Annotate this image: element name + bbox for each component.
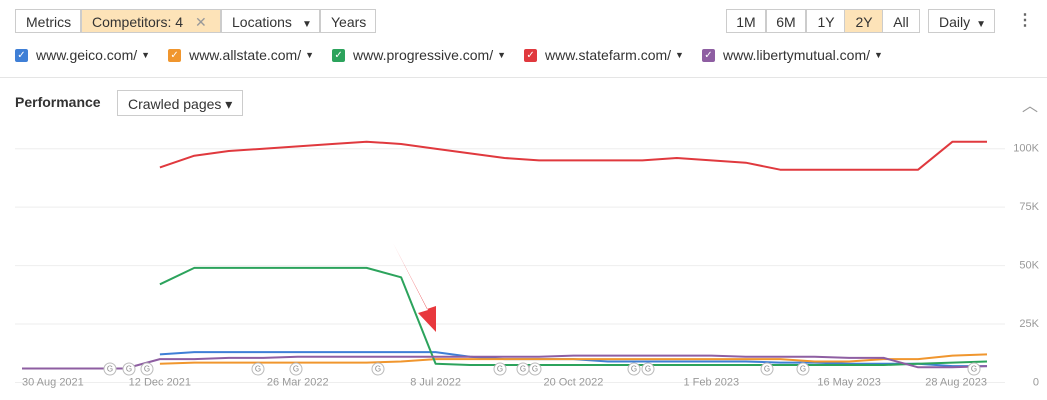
event-marker <box>251 362 265 376</box>
chart: 0 25K 50K 75K 100K 30 Aug 2021 12 Dec 2021 26 M… <box>15 140 1040 388</box>
legend-checkbox[interactable]: ✓ <box>168 48 182 62</box>
legend-label: www.geico.com/ <box>36 47 138 63</box>
event-marker <box>122 362 136 376</box>
toolbar-button[interactable]: Locations ▼ <box>221 9 320 33</box>
x-tick-label: 28 Aug 2023 <box>925 376 987 388</box>
y-tick-label: 50K <box>1019 260 1039 272</box>
event-marker <box>289 362 303 376</box>
range-button[interactable]: 6M <box>766 9 806 33</box>
legend-checkbox[interactable]: ✓ <box>332 48 346 62</box>
close-icon[interactable]: ✕ <box>195 14 207 30</box>
event-marker <box>103 362 117 376</box>
button-label: Locations <box>232 14 292 30</box>
x-tick-label: 12 Dec 2021 <box>129 376 191 388</box>
interval-label: Daily <box>939 14 971 30</box>
caret: ▼ <box>141 50 151 60</box>
y-tick-label: 100K <box>1013 143 1039 155</box>
legend-label: www.progressive.com/ <box>353 47 494 63</box>
event-marker-label: G <box>144 365 150 374</box>
event-marker <box>140 362 154 376</box>
event-marker-label: G <box>375 365 381 374</box>
caret: ▼ <box>301 19 312 30</box>
x-tick-label: 8 Jul 2022 <box>410 376 461 388</box>
toolbar-button[interactable]: Competitors: 4 ✕ <box>81 9 221 33</box>
range-button[interactable]: 2Y <box>844 9 884 33</box>
event-marker-label: G <box>520 365 526 374</box>
caret: ▼ <box>874 50 883 60</box>
legend-item[interactable]: ✓ www.statefarm.com/▼ <box>524 47 684 63</box>
toolbar-button[interactable]: Years <box>320 9 376 33</box>
caret: ▼ <box>976 19 987 30</box>
divider <box>0 77 1047 78</box>
legend-label: www.statefarm.com/ <box>545 47 672 63</box>
range-button[interactable]: 1Y <box>806 9 846 33</box>
legend-item[interactable]: ✓ www.allstate.com/▼ <box>168 47 314 63</box>
event-marker <box>493 362 507 376</box>
button-label: Years <box>331 14 367 30</box>
event-marker-label: G <box>255 365 261 374</box>
legend-checkbox[interactable]: ✓ <box>524 48 538 62</box>
x-tick-label: 20 Oct 2022 <box>543 376 603 388</box>
event-marker-label: G <box>645 365 651 374</box>
y-tick-label: 25K <box>1019 318 1039 330</box>
event-marker <box>528 362 542 376</box>
event-marker <box>760 362 774 376</box>
dropdown-label: Crawled pages <box>128 96 222 112</box>
interval-button[interactable]: Daily ▼ <box>928 9 995 33</box>
caret: ▼ <box>497 50 507 60</box>
event-marker-label: G <box>107 365 113 374</box>
legend-item[interactable]: ✓ www.geico.com/▼ <box>15 47 150 63</box>
more-icon[interactable]: ⋮ <box>1017 12 1033 29</box>
series-line <box>159 353 988 365</box>
legend-checkbox[interactable]: ✓ <box>15 48 28 62</box>
event-marker-label: G <box>800 365 806 374</box>
event-marker <box>967 362 981 376</box>
toolbar-button[interactable]: Metrics <box>15 9 81 33</box>
event-marker-label: G <box>293 365 299 374</box>
panel-title: Performance <box>15 94 101 110</box>
x-tick-label: 30 Aug 2021 <box>22 376 84 388</box>
caret: ▼ <box>305 50 315 60</box>
range-button[interactable]: All <box>882 9 920 33</box>
y-tick-label: 75K <box>1019 201 1039 213</box>
x-tick-label: 1 Feb 2023 <box>683 376 739 388</box>
button-label: Metrics <box>26 14 72 30</box>
caret: ▼ <box>675 50 684 60</box>
event-marker-label: G <box>497 365 503 374</box>
series-line <box>22 354 988 370</box>
legend-label: www.allstate.com/ <box>189 47 302 63</box>
event-marker-label: G <box>126 365 132 374</box>
event-marker <box>371 362 385 376</box>
x-tick-label: 26 Mar 2022 <box>267 376 329 388</box>
legend-item[interactable]: ✓ www.progressive.com/▼ <box>332 47 506 63</box>
event-marker <box>641 362 655 376</box>
series-line <box>159 140 987 171</box>
dropdown[interactable]: Crawled pages ▾ <box>117 90 244 116</box>
collapse-icon[interactable]: ︿ <box>1022 98 1039 115</box>
series-line <box>159 266 988 366</box>
legend-checkbox[interactable]: ✓ <box>701 48 715 62</box>
event-marker-label: G <box>971 365 977 374</box>
legend-item[interactable]: ✓ www.libertymutual.com/▼ <box>701 47 883 63</box>
button-label: Competitors: 4 <box>92 14 184 30</box>
y-tick-label: 0 <box>1033 376 1039 388</box>
x-tick-label: 16 May 2023 <box>817 376 881 388</box>
legend: ✓ www.geico.com/▼ ✓ www.allstate.com/▼ ✓ www.… <box>15 47 883 63</box>
event-marker-label: G <box>631 365 637 374</box>
event-marker-label: G <box>764 365 770 374</box>
event-marker <box>796 362 810 376</box>
legend-label: www.libertymutual.com/ <box>722 47 871 63</box>
arrow-annotation <box>393 243 436 332</box>
range-button[interactable]: 1M <box>726 9 766 33</box>
event-marker <box>627 362 641 376</box>
event-marker-label: G <box>532 365 538 374</box>
